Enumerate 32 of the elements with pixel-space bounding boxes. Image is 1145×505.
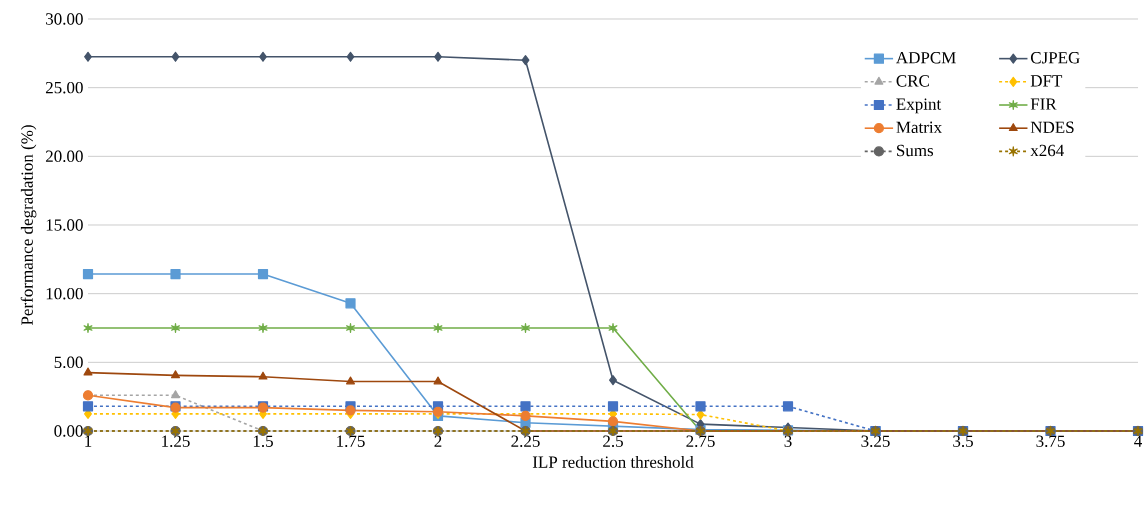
legend-label: ADPCM (896, 52, 956, 64)
x-tick-label: 3.5 (953, 435, 973, 448)
x-tick-label: 2 (434, 435, 442, 447)
x-tick-label: 4 (1134, 435, 1142, 447)
x-axis-title: ILP reduction threshold (532, 455, 694, 468)
legend-label: Expint (896, 98, 942, 114)
x-tick-label: 2.25 (511, 435, 540, 448)
y-tick-label: 25.00 (45, 81, 83, 94)
legend-label: x264 (1030, 144, 1064, 157)
y-tick-label: 30.00 (46, 13, 83, 25)
x-tick-label: 2.75 (686, 435, 715, 448)
y-tick-label: 5.00 (54, 356, 83, 369)
x-tick-label: 3.25 (861, 435, 890, 448)
y-tick-label: 10.00 (46, 287, 83, 300)
y-tick-label: 0.00 (54, 425, 83, 437)
y-axis-title: Performance degradation (%) (20, 125, 37, 326)
x-tick-label: 3 (784, 435, 792, 447)
x-tick-label: 1.25 (162, 435, 190, 448)
legend-label: DFT (1030, 75, 1063, 87)
x-tick-label: 2.5 (603, 435, 623, 448)
legend-label: CRC (896, 75, 929, 87)
x-tick-label: 1.75 (337, 435, 365, 447)
legend-label: CJPEG (1030, 52, 1080, 64)
legend-label: FIR (1030, 98, 1057, 110)
y-tick-label: 15.00 (46, 219, 83, 231)
x-tick-label: 1 (85, 435, 92, 447)
x-tick-label: 1.5 (253, 435, 273, 447)
y-tick-label: 20.00 (45, 150, 83, 163)
legend-label: Matrix (896, 121, 942, 134)
legend-label: NDES (1030, 121, 1074, 134)
legend-label: Sums (897, 144, 934, 157)
x-tick-label: 3.75 (1036, 435, 1065, 448)
